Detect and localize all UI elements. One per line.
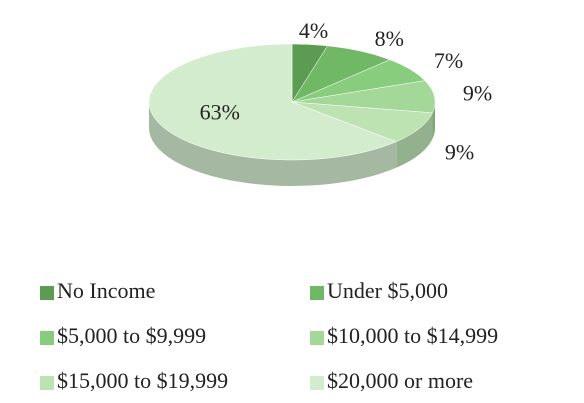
legend-swatch — [40, 286, 54, 300]
legend-swatch — [310, 286, 324, 300]
pie-slice — [291, 80, 436, 114]
legend-swatch — [310, 376, 324, 390]
legend-swatch — [40, 331, 54, 345]
pie-side — [432, 102, 435, 139]
legend-label: $20,000 or more — [327, 368, 473, 393]
data-label: 7% — [434, 48, 463, 73]
legend-label: $5,000 to $9,999 — [57, 323, 206, 348]
data-label: 63% — [200, 100, 240, 125]
data-label: 9% — [463, 80, 492, 105]
data-label: 9% — [445, 139, 474, 164]
legend-label: Under $5,000 — [327, 278, 448, 303]
legend-swatch — [310, 331, 324, 345]
pie-side — [396, 112, 433, 168]
legend-label: No Income — [57, 278, 155, 303]
legend-label: $10,000 to $14,999 — [327, 323, 498, 348]
pie-side — [149, 102, 397, 187]
pie-slice — [291, 101, 433, 142]
data-label: 4% — [299, 18, 328, 43]
legend-label: $15,000 to $19,999 — [57, 368, 228, 393]
legend-swatch — [40, 376, 54, 390]
pie-slice — [148, 43, 397, 161]
data-label: 8% — [375, 26, 404, 51]
